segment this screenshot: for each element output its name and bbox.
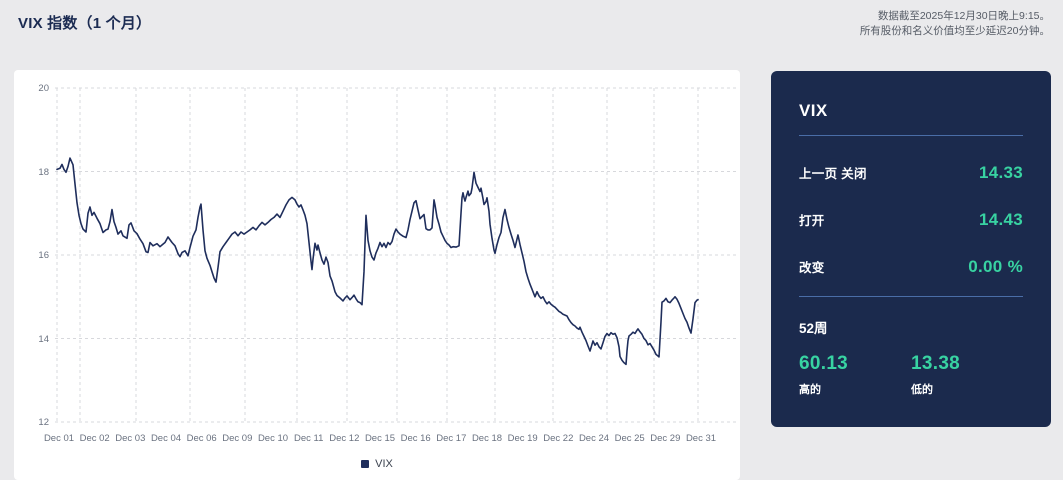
y-tick-label: 16 (38, 250, 49, 261)
x-tick-label: Dec 25 (614, 433, 645, 444)
week52-high: 60.13 高的 (799, 353, 911, 397)
x-tick-label: Dec 11 (293, 433, 324, 444)
week52-high-value: 60.13 (799, 353, 849, 374)
change-label: 改变 (799, 261, 825, 275)
prev-close-value: 14.33 (978, 163, 1023, 182)
x-tick-label: Dec 12 (329, 433, 360, 444)
week52-low-label: 低的 (911, 384, 933, 396)
open-value: 14.43 (978, 210, 1023, 229)
legend-swatch-icon (361, 460, 370, 468)
week52-low: 13.38 低的 (911, 353, 1023, 397)
x-tick-label: Dec 31 (685, 433, 717, 444)
x-tick-label: Dec 04 (150, 433, 182, 444)
page-title: VIX 指数（1 个月） (18, 15, 152, 32)
open-row: 打开 14.43 (799, 210, 1023, 230)
prev-close-label: 上一页 关闭 (799, 167, 867, 181)
data-note-line2: 所有股份和名义价值均至少延迟20分钟。 (859, 25, 1050, 37)
y-tick-label: 18 (38, 166, 49, 178)
chart-gridlines (55, 87, 737, 423)
chart-card: 20 18 16 14 12 Dec 01 Dec 02 Dec 03 Dec 04 Dec 0… (14, 70, 740, 480)
vix-line-chart[interactable] (55, 87, 737, 423)
x-tick-label: Dec 01 (43, 433, 75, 444)
x-tick-label: Dec 03 (115, 433, 146, 444)
x-tick-label: Dec 22 (543, 433, 574, 444)
y-tick-label: 20 (38, 83, 49, 94)
quote-symbol: VIX (799, 101, 828, 120)
vix-price-line (56, 157, 699, 366)
chart-svg (55, 87, 737, 423)
change-row: 改变 0.00 % (799, 257, 1023, 277)
x-tick-label: Dec 16 (400, 433, 431, 444)
open-label: 打开 (799, 214, 825, 228)
x-tick-label: Dec 06 (186, 433, 217, 444)
change-value: 0.00 % (968, 257, 1023, 276)
x-tick-label: Dec 24 (578, 433, 610, 444)
y-tick-label: 14 (38, 333, 49, 345)
x-tick-label: Dec 17 (436, 433, 467, 444)
y-tick-label: 12 (38, 417, 49, 428)
x-tick-label: Dec 15 (364, 433, 396, 444)
x-tick-label: Dec 10 (257, 433, 289, 444)
data-delay-note: 数据截至2025年12月30日晚上9:15。 所有股份和名义价值均至少延迟20分… (860, 9, 1050, 39)
week52-values: 60.13 高的 13.38 低的 (799, 353, 1023, 397)
x-tick-label: Dec 18 (471, 433, 503, 444)
panel-divider-top (799, 135, 1023, 136)
x-tick-label: Dec 09 (222, 433, 253, 444)
x-tick-label: Dec 29 (650, 433, 681, 444)
week52-low-value: 13.38 (911, 353, 961, 374)
week52-heading: 52周 (799, 321, 828, 336)
x-tick-label: Dec 02 (79, 433, 110, 444)
panel-divider-bottom (799, 296, 1023, 297)
x-tick-label: Dec 19 (507, 433, 538, 444)
data-note-line1: 数据截至2025年12月30日晚上9:15。 (877, 10, 1050, 22)
prev-close-row: 上一页 关闭 14.33 (799, 163, 1023, 183)
week52-high-label: 高的 (799, 384, 821, 396)
chart-legend: VIX (14, 458, 740, 470)
quote-panel: VIX 上一页 关闭 14.33 打开 14.43 改变 0.00 % 52周 … (771, 71, 1051, 427)
legend-label: VIX (375, 458, 393, 470)
